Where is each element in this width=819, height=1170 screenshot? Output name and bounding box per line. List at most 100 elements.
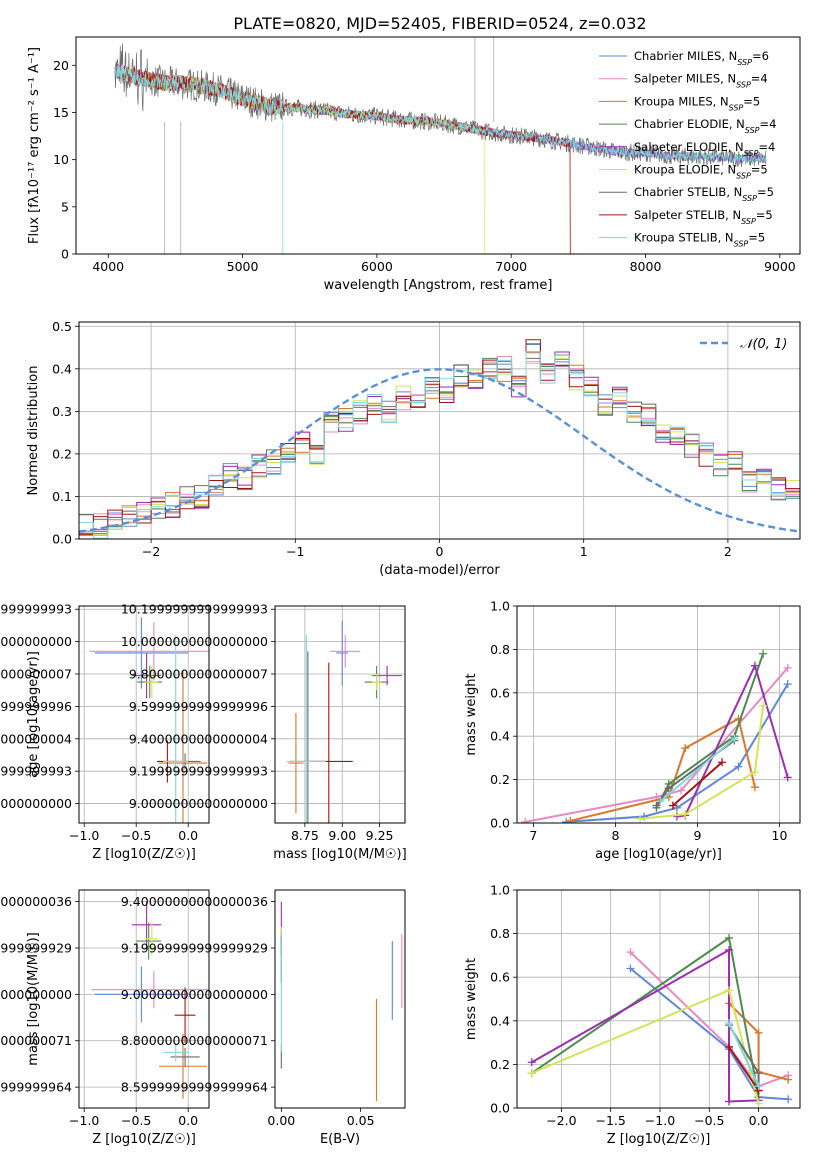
y-tick-label: 0.4 <box>490 1013 510 1028</box>
weight-marker-kroupa_miles <box>784 1075 793 1084</box>
x-tick-label: −2 <box>142 544 160 559</box>
legend-label-gaussian: 𝒩(0, 1) <box>740 337 787 352</box>
y-tick-label: 9.5999999999999996 <box>0 699 72 714</box>
errorbar-point-salpeter_elodie <box>132 901 162 948</box>
y-tick-label: 0.0 <box>490 1101 510 1116</box>
weight-marker-salpeter_elodie <box>527 1058 536 1067</box>
y-tick-label: 9.00000000000000000 <box>121 987 268 1002</box>
x-axis-label: mass [log10(M/M☉)] <box>273 847 406 862</box>
x-tick-label: 10 <box>772 828 788 843</box>
panel-mass_vs_ebv: 0.00 0.05 8.59999999999999964 8.80000000000… <box>121 889 406 1147</box>
weight-marker-chabrier_stelib <box>754 1069 763 1078</box>
y-tick-label: 9.4000000000000004 <box>0 731 72 746</box>
weight-marker-kroupa_elodie <box>681 810 690 819</box>
axes-frame <box>78 605 210 824</box>
y-tick-label: 5 <box>61 199 69 214</box>
y-tick-label: 8.80000000000000071 <box>0 1033 72 1048</box>
weight-marker-salpeter_stelib <box>718 758 727 767</box>
errorbar-point-kroupa_stelib <box>286 635 326 823</box>
y-tick-label: 0.3 <box>52 404 72 419</box>
errorbar-point-kroupa_elodie <box>145 665 159 699</box>
y-tick-label: 8.80000000000000071 <box>121 1033 268 1048</box>
weight-marker-salpeter_miles <box>783 663 792 672</box>
legend-label-chabrier_miles: Chabrier MILES, NSSP=6 <box>634 49 769 67</box>
weight-marker-chabrier_miles <box>734 762 743 771</box>
errorbar-point-chabrier_miles <box>336 620 349 686</box>
weight-marker-kroupa_elodie <box>527 1069 536 1078</box>
y-tick-label: 0.2 <box>52 446 72 461</box>
gridlines <box>517 889 800 1109</box>
errorbar-point-salpeter_miles <box>330 635 361 668</box>
weight-line-kroupa_stelib <box>659 737 736 803</box>
y-tick-label: 9.19999999999999929 <box>0 940 72 955</box>
weight-line-chabrier_elodie <box>531 936 760 1098</box>
weight-marker-kroupa_miles <box>754 1028 763 1037</box>
x-tick-label: 4000 <box>92 259 124 274</box>
weight-marker-kroupa_miles <box>681 744 690 753</box>
weight-marker-chabrier_miles <box>562 817 571 823</box>
x-tick-label: 0.00 <box>267 1113 295 1128</box>
x-tick-label: 6000 <box>361 259 393 274</box>
x-axis-label: wavelength [Angstrom, rest frame] <box>324 278 553 293</box>
y-tick-label: 10.0000000000000000 <box>0 634 72 649</box>
y-tick-label: 1.0 <box>490 599 510 614</box>
x-tick-label: 0.05 <box>347 1113 375 1128</box>
errorbar-point-chabrier_miles <box>94 966 189 1023</box>
x-tick-label: 0 <box>436 544 444 559</box>
weight-marker-chabrier_stelib <box>664 784 673 793</box>
weight-marker-salpeter_elodie <box>783 773 792 782</box>
spectrum-legend: Chabrier MILES, NSSP=6 Salpeter MILES, NS… <box>599 49 776 248</box>
errorbar-point-salpeter_stelib <box>174 987 196 1044</box>
plot-area <box>91 901 209 1099</box>
x-tick-label: 0.0 <box>749 1113 769 1128</box>
weight-marker-kroupa_elodie <box>754 1099 763 1108</box>
gridlines <box>79 606 209 823</box>
panel-spectrum: 4000 5000 6000 7000 8000 9000 0 5 10 15 20 waveleng… <box>27 36 801 293</box>
axes-frame <box>274 605 406 824</box>
weight-marker-kroupa_stelib <box>730 734 739 743</box>
weight-marker-salpeter_miles <box>626 948 635 957</box>
x-tick-label: 9000 <box>764 259 796 274</box>
weight-marker-kroupa_elodie <box>750 768 759 777</box>
weight-marker-salpeter_stelib <box>725 1042 734 1051</box>
y-tick-label: 9.1999999999999993 <box>0 764 72 779</box>
x-tick-label: −1.0 <box>645 1113 675 1128</box>
y-tick-label: 8.59999999999999964 <box>121 1080 268 1095</box>
weight-marker-kroupa_elodie <box>725 986 734 995</box>
weight-marker-salpeter_elodie <box>672 812 681 821</box>
y-tick-label: 0.1 <box>52 489 72 504</box>
errorbar-point-salpeter_miles <box>91 971 209 1009</box>
y-tick-label: 0.0 <box>52 532 72 547</box>
panel-age_vs_mass: 8.75 9.00 9.25 9.0000000000000000 9.19999999… <box>121 602 407 862</box>
y-tick-label: 0.2 <box>490 772 510 787</box>
spectrum-line-chabrier_stelib <box>114 43 767 168</box>
weight-line-salpeter_elodie <box>676 662 789 818</box>
gridlines <box>275 606 405 823</box>
errorbar-point-kroupa_stelib <box>163 1043 189 1062</box>
errorbar-point-kroupa_elodie <box>372 674 382 691</box>
y-tick-label: 0.0 <box>490 816 510 831</box>
legend-label-kroupa_elodie: Kroupa ELODIE, NSSP=5 <box>634 163 768 181</box>
y-tick-label: 9.1999999999999993 <box>129 764 268 779</box>
weight-marker-salpeter_miles <box>677 786 686 795</box>
x-axis-label: (data-model)/error <box>379 563 500 578</box>
x-tick-label: 9.00 <box>328 828 356 843</box>
x-tick-label: −0.5 <box>694 1113 724 1128</box>
y-tick-label: 10 <box>53 152 69 167</box>
weight-marker-salpeter_elodie <box>750 661 759 670</box>
gridlines <box>79 322 800 540</box>
legend-label-kroupa_stelib: Kroupa STELIB, NSSP=5 <box>634 231 765 249</box>
axes-frame <box>75 36 801 255</box>
y-tick-label: 9.0000000000000000 <box>0 796 72 811</box>
weight-marker-kroupa_elodie <box>636 814 645 823</box>
gridlines <box>517 605 800 824</box>
axes-frame <box>78 889 210 1109</box>
axes-frame <box>274 889 406 1109</box>
x-tick-label: 9 <box>693 828 701 843</box>
y-tick-label: 0 <box>61 247 69 262</box>
weight-marker-chabrier_miles <box>783 680 792 689</box>
errorbar-point-salpeter_miles <box>89 622 209 681</box>
x-tick-label: 7 <box>529 828 537 843</box>
spectrum-line-salpeter_elodie <box>114 63 767 164</box>
